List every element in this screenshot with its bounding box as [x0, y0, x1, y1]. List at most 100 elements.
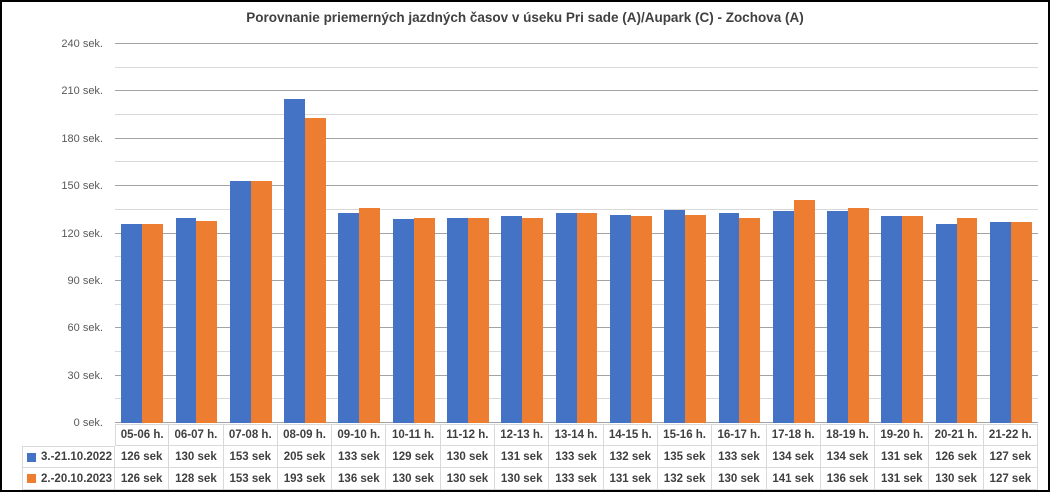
legend-swatch	[27, 474, 36, 483]
table-value-cell: 130 sek	[386, 468, 441, 490]
bar-series-1	[555, 212, 577, 423]
bar-group	[604, 44, 658, 423]
y-tick-label: 120 sek.	[61, 227, 103, 240]
data-table: 05-06 h. 06-07 h. 07-08 h. 08-09 h. 09-10 h.…	[22, 424, 1038, 490]
gridline-minor	[115, 208, 1038, 210]
bar-group	[115, 44, 169, 423]
table-value-cell: 135 sek	[657, 446, 713, 468]
bar-series-2	[196, 220, 218, 423]
gridline-major	[115, 137, 1038, 139]
bar-series-2	[630, 216, 652, 423]
bar-series-1	[338, 212, 360, 423]
bar-series-2	[848, 208, 869, 423]
plot-area	[115, 43, 1038, 423]
table-value-cell: 126 sek	[929, 446, 984, 468]
bar-series-1	[718, 212, 740, 423]
bar-series-2	[793, 200, 815, 423]
bar-group	[386, 44, 440, 423]
bar-series-2	[956, 217, 978, 423]
table-value-cell: 126 sek	[115, 468, 170, 490]
table-value-cell: 134 sek	[820, 446, 876, 468]
bar-series-1	[609, 214, 631, 423]
table-header-cell: 05-06 h.	[115, 424, 170, 446]
bar-series-1	[175, 217, 197, 423]
y-tick-label: 90 sek.	[67, 274, 103, 287]
y-tick-label: 60 sek.	[67, 322, 103, 335]
table-value-cell: 133 sek	[712, 446, 767, 468]
bar-series-2	[902, 216, 924, 423]
table-value-cell: 128 sek	[169, 468, 224, 490]
table-header-cell: 15-16 h.	[657, 424, 713, 446]
table-value-cell: 132 sek	[657, 468, 713, 490]
table-value-cell: 153 sek	[223, 468, 278, 490]
bar-series-1	[447, 217, 468, 423]
bar-series-1	[772, 211, 794, 423]
y-tick-label: 240 sek.	[61, 38, 103, 50]
bar-group	[495, 44, 549, 423]
legend-series-name: 3.-21.10.2022	[41, 451, 112, 463]
bar-series-1	[827, 211, 848, 423]
bar-group	[821, 44, 875, 423]
table-value-cell: 130 sek	[712, 468, 767, 490]
legend-series-name: 2.-20.10.2023	[41, 472, 112, 485]
bar-group	[278, 44, 332, 423]
table-value-cell: 141 sek	[766, 468, 821, 490]
bar-group	[169, 44, 223, 423]
bar-series-2	[685, 214, 706, 423]
bar-group	[984, 44, 1038, 423]
table-value-cell: 133 sek	[549, 446, 604, 468]
table-value-cell: 133 sek	[549, 468, 604, 490]
bar-group	[875, 44, 929, 423]
table-value-cell: 153 sek	[223, 446, 278, 468]
table-value-cell: 130 sek	[440, 446, 496, 468]
table-value-cell: 131 sek	[875, 446, 930, 468]
bar-series-2	[739, 217, 761, 423]
y-tick-label: 210 sek.	[61, 85, 103, 98]
bar-series-1	[990, 222, 1011, 423]
table-value-cell: 133 sek	[332, 446, 387, 468]
bar-series-2	[522, 217, 544, 423]
table-value-cell: 130 sek	[169, 446, 224, 468]
table-value-cell: 131 sek	[603, 468, 658, 490]
table-value-cell: 131 sek	[875, 468, 930, 490]
table-corner-cell	[22, 424, 115, 446]
bar-group	[332, 44, 386, 423]
table-value-cell: 130 sek	[929, 468, 984, 490]
legend-row-label: 3.-21.10.2022	[22, 446, 115, 468]
bar-series-1	[501, 216, 523, 423]
bar-group	[441, 44, 495, 423]
bar-group	[712, 44, 766, 423]
table-header-cell: 21-22 h.	[983, 424, 1038, 446]
table-value-cell: 132 sek	[603, 446, 658, 468]
table-header-cell: 09-10 h.	[332, 424, 387, 446]
legend-row-label: 2.-20.10.2023	[22, 468, 115, 490]
table-header-cell: 16-17 h.	[712, 424, 767, 446]
bar-group	[658, 44, 712, 423]
table-value-cell: 126 sek	[115, 446, 170, 468]
bar-series-2	[359, 208, 381, 423]
table-value-cell: 136 sek	[332, 468, 387, 490]
bar-group	[224, 44, 278, 423]
bar-group	[549, 44, 603, 423]
table-value-cell: 130 sek	[495, 468, 550, 490]
y-tick-label: 150 sek.	[61, 180, 103, 193]
bar-series-2	[142, 224, 164, 423]
bar-series-1	[392, 219, 414, 423]
y-tick-label: 30 sek.	[67, 369, 103, 382]
table-value-cell: 205 sek	[277, 446, 333, 468]
table-header-cell: 10-11 h.	[386, 424, 441, 446]
gridline-minor	[115, 161, 1038, 163]
bar-series-2	[467, 217, 489, 423]
table-header-cell: 13-14 h.	[549, 424, 604, 446]
table-value-cell: 127 sek	[983, 446, 1038, 468]
bar-series-1	[664, 209, 686, 423]
gridline-minor	[115, 114, 1038, 116]
table-value-cell: 136 sek	[820, 468, 876, 490]
bar-group	[929, 44, 983, 423]
table-header-cell: 20-21 h.	[929, 424, 984, 446]
gridline-major	[115, 185, 1038, 187]
bar-series-2	[250, 181, 272, 423]
y-tick-label: 0 sek.	[73, 417, 103, 429]
y-tick-label: 180 sek.	[61, 132, 103, 145]
